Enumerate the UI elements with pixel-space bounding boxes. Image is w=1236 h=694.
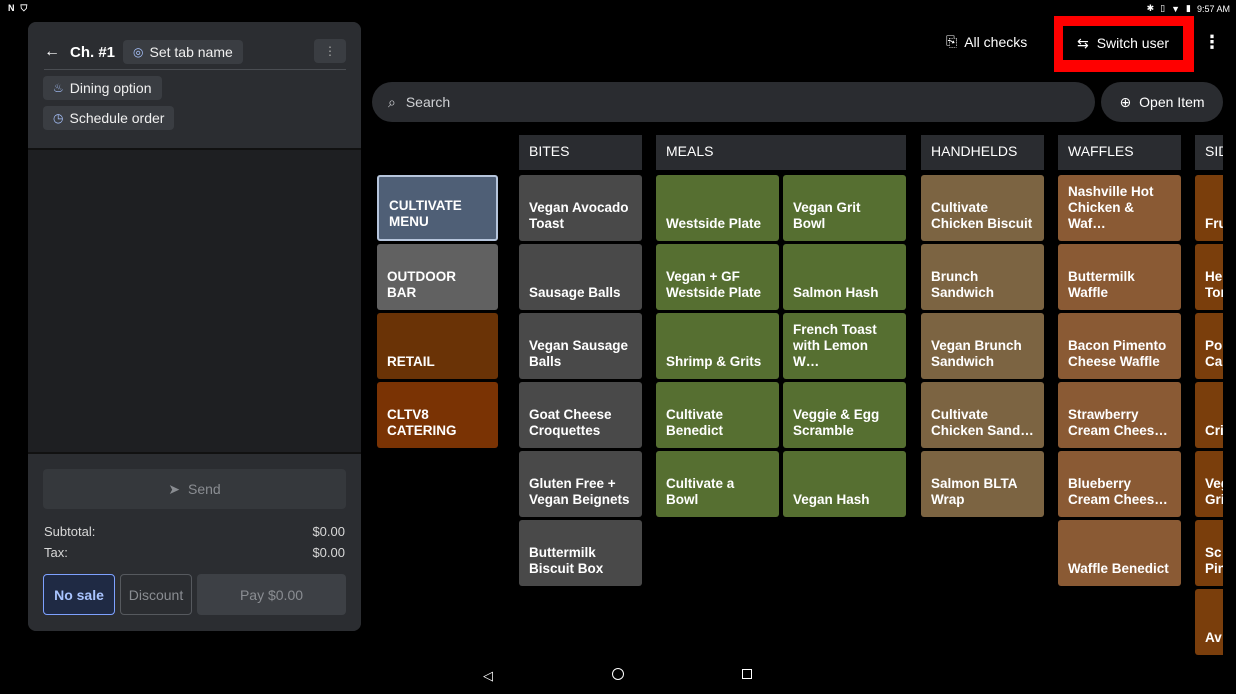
wifi-icon: ▼ <box>1171 3 1181 14</box>
menu-item-tile[interactable]: Fru <box>1195 175 1223 241</box>
menu-item-tile[interactable]: French Toast with Lemon W… <box>783 313 906 379</box>
category-header: HANDHELDS <box>921 135 1044 170</box>
menu-tab[interactable]: RETAIL <box>377 313 498 379</box>
menu-tab[interactable]: CLTV8 CATERING <box>377 382 498 448</box>
subtotal-label: Subtotal: <box>44 524 96 539</box>
menu-item-tile[interactable]: Westside Plate <box>656 175 779 241</box>
menu-item-tile[interactable]: Veggie & Egg Scramble <box>783 382 906 448</box>
menu-item-tile[interactable]: Po Cal <box>1195 313 1223 379</box>
menu-item-tile[interactable]: Bacon Pimento Cheese Waffle <box>1058 313 1181 379</box>
divider <box>28 148 361 150</box>
swap-icon: ⇆ <box>1076 34 1089 51</box>
menu-item-tile[interactable]: Cultivate a Bowl <box>656 451 779 517</box>
no-sale-button[interactable]: No sale <box>43 574 115 615</box>
menu-item-tile[interactable]: Vegan Grit Bowl <box>783 175 906 241</box>
divider <box>28 452 361 454</box>
dining-icon: ♨ <box>53 81 64 95</box>
order-footer: ➤ Send Subtotal: $0.00 Tax: $0.00 No sal… <box>28 454 361 631</box>
menu-item-tile[interactable]: Buttermilk Waffle <box>1058 244 1181 310</box>
set-tab-name-button[interactable]: ◎ Set tab name <box>123 40 243 64</box>
menu-item-tile[interactable]: Salmon BLTA Wrap <box>921 451 1044 517</box>
nav-back-icon[interactable]: ◁ <box>483 668 493 683</box>
person-circle-icon: ◎ <box>133 45 144 59</box>
status-bar: N ⛉ ✱ ▯ ▼ ▮ 9:57 AM <box>0 0 1236 16</box>
all-checks-label: All checks <box>964 33 1028 50</box>
category-header: MEALS <box>656 135 906 170</box>
menu-item-tile[interactable]: Vegan Sausage Balls <box>519 313 642 379</box>
search-input[interactable]: ⌕ Search <box>372 82 1095 122</box>
all-checks-button[interactable]: ⎘ All checks <box>946 33 1027 50</box>
menu-item-tile[interactable]: Cultivate Chicken Biscuit <box>921 175 1044 241</box>
menu-item-tile[interactable]: Av <box>1195 589 1223 655</box>
menu-item-tile[interactable]: Waffle Benedict <box>1058 520 1181 586</box>
tab-title: Ch. #1 <box>70 43 116 61</box>
menu-item-tile[interactable]: Salmon Hash <box>783 244 906 310</box>
schedule-order-label: Schedule order <box>69 110 165 126</box>
menu-item-tile[interactable]: Goat Cheese Croquettes <box>519 382 642 448</box>
shield-icon: ⛉ <box>20 3 28 13</box>
divider <box>44 69 346 70</box>
nav-bar: ◁ <box>0 660 1236 694</box>
switch-user-button[interactable]: ⇆ Switch user <box>1063 26 1183 60</box>
menu-item-tile[interactable]: Nashville Hot Chicken & Waf… <box>1058 175 1181 241</box>
menu-item-tile[interactable]: Vegan Hash <box>783 451 906 517</box>
send-button[interactable]: ➤ Send <box>43 469 346 509</box>
menu-grid: CULTIVATE MENU OUTDOOR BAR RETAIL CLTV8 CAT… <box>372 130 1223 660</box>
discount-button[interactable]: Discount <box>120 574 192 615</box>
bluetooth-icon: ✱ <box>1146 3 1155 13</box>
menu-item-tile[interactable]: Blueberry Cream Chees… <box>1058 451 1181 517</box>
clock-icon: ◷ <box>53 111 64 125</box>
menu-item-tile[interactable]: Sausage Balls <box>519 244 642 310</box>
menu-tab[interactable]: CULTIVATE MENU <box>377 175 498 241</box>
menu-item-tile[interactable]: Shrimp & Grits <box>656 313 779 379</box>
tax-label: Tax: <box>44 545 68 560</box>
schedule-order-button[interactable]: ◷ Schedule order <box>43 106 175 130</box>
menu-item-tile[interactable]: Vegan + GF Westside Plate <box>656 244 779 310</box>
category-header: WAFFLES <box>1058 135 1181 170</box>
vibrate-icon: ▯ <box>1160 3 1166 13</box>
switch-user-label: Switch user <box>1096 35 1170 51</box>
pay-button[interactable]: Pay $0.00 <box>197 574 346 615</box>
nav-recents-icon[interactable] <box>742 669 752 679</box>
search-icon: ⌕ <box>388 93 396 110</box>
battery-icon: ▮ <box>1186 3 1191 13</box>
menu-item-tile[interactable]: Sc Pin <box>1195 520 1223 586</box>
plus-circle-icon: ⊕ <box>1119 93 1132 110</box>
checks-icon: ⎘ <box>946 33 958 49</box>
order-header: ← Ch. #1 ◎ Set tab name ⋮ ♨ Dining optio… <box>28 22 361 148</box>
open-item-label: Open Item <box>1139 94 1205 110</box>
menu-item-tile[interactable]: Buttermilk Biscuit Box <box>519 520 642 586</box>
order-panel: ← Ch. #1 ◎ Set tab name ⋮ ♨ Dining optio… <box>28 22 361 631</box>
search-placeholder: Search <box>405 94 451 110</box>
more-options-icon[interactable]: ⋮ <box>1203 32 1221 52</box>
send-label: Send <box>188 481 221 497</box>
set-tab-name-label: Set tab name <box>149 44 233 60</box>
menu-item-tile[interactable]: Vegan Avocado Toast <box>519 175 642 241</box>
menu-item-tile[interactable]: Cri <box>1195 382 1223 448</box>
dining-option-button[interactable]: ♨ Dining option <box>43 76 162 100</box>
open-item-button[interactable]: ⊕ Open Item <box>1101 82 1223 122</box>
menu-item-tile[interactable]: Brunch Sandwich <box>921 244 1044 310</box>
menu-item-tile[interactable]: Gluten Free + Vegan Beignets <box>519 451 642 517</box>
menu-item-tile[interactable]: Vegan Brunch Sandwich <box>921 313 1044 379</box>
category-header: SID <box>1195 135 1223 170</box>
category-header: BITES <box>519 135 642 170</box>
menu-item-tile[interactable]: Veg Gri <box>1195 451 1223 517</box>
tax-value: $0.00 <box>312 545 345 560</box>
dining-option-label: Dining option <box>69 80 152 96</box>
menu-item-tile[interactable]: He Tor <box>1195 244 1223 310</box>
tax-row: Tax: $0.00 <box>44 545 345 560</box>
send-icon: ➤ <box>168 480 181 497</box>
clock: 9:57 AM <box>1196 3 1230 14</box>
subtotal-value: $0.00 <box>312 524 345 539</box>
menu-item-tile[interactable]: Cultivate Chicken Sand… <box>921 382 1044 448</box>
notification-n-icon: N <box>8 3 15 13</box>
back-arrow-icon[interactable]: ← <box>44 43 60 60</box>
nav-home-icon[interactable] <box>612 668 624 680</box>
order-more-options-button[interactable]: ⋮ <box>314 39 346 63</box>
menu-tab[interactable]: OUTDOOR BAR <box>377 244 498 310</box>
subtotal-row: Subtotal: $0.00 <box>44 524 345 539</box>
menu-item-tile[interactable]: Strawberry Cream Chees… <box>1058 382 1181 448</box>
menu-item-tile[interactable]: Cultivate Benedict <box>656 382 779 448</box>
